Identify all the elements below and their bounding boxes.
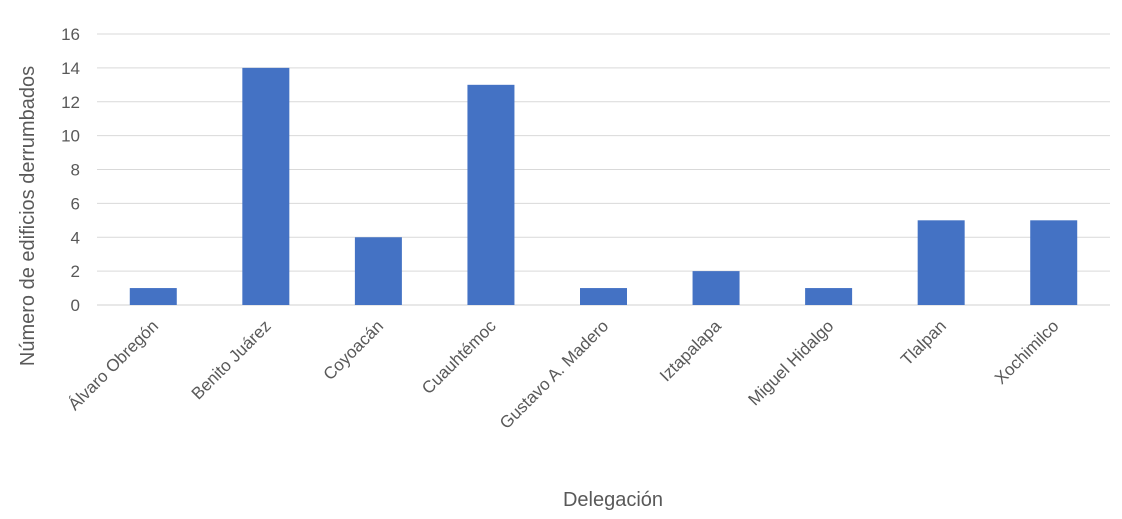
y-tick-label: 6 bbox=[71, 194, 80, 213]
x-tick-label: Álvaro Obregón bbox=[64, 316, 162, 414]
x-tick-label: Cuauhtémoc bbox=[418, 316, 500, 398]
bar bbox=[1030, 220, 1078, 305]
y-axis-ticks: 0 2 4 6 8 10 12 14 16 bbox=[61, 25, 80, 315]
y-tick-label: 12 bbox=[61, 93, 80, 112]
bar bbox=[580, 288, 627, 305]
x-axis-ticks: Álvaro Obregón Benito Juárez Coyoacán Cuauh… bbox=[64, 316, 1062, 433]
y-tick-label: 2 bbox=[71, 262, 80, 281]
y-axis-title: Número de edificios derrumbados bbox=[17, 66, 39, 366]
y-tick-label: 10 bbox=[61, 127, 80, 146]
y-tick-label: 4 bbox=[71, 228, 80, 247]
bars bbox=[129, 67, 1078, 305]
x-tick-label: Xochimilco bbox=[991, 316, 1063, 388]
bar bbox=[129, 288, 177, 305]
bar bbox=[467, 84, 515, 305]
y-tick-label: 16 bbox=[61, 25, 80, 44]
x-tick-label: Gustavo A. Madero bbox=[496, 316, 612, 432]
bar bbox=[354, 237, 402, 305]
bar bbox=[917, 220, 965, 305]
x-tick-label: Iztapalapa bbox=[656, 316, 725, 385]
bar bbox=[692, 271, 740, 305]
x-tick-label: Coyoacán bbox=[320, 316, 388, 384]
y-tick-label: 0 bbox=[71, 296, 80, 315]
x-axis-title: Delegación bbox=[563, 489, 663, 511]
bar bbox=[805, 288, 853, 305]
x-tick-label: Tlalpan bbox=[897, 316, 950, 369]
y-tick-label: 14 bbox=[61, 59, 80, 78]
bar bbox=[242, 67, 290, 305]
x-tick-label: Benito Juárez bbox=[188, 316, 275, 403]
x-tick-label: Miguel Hidalgo bbox=[744, 316, 837, 409]
y-tick-label: 8 bbox=[71, 161, 80, 180]
